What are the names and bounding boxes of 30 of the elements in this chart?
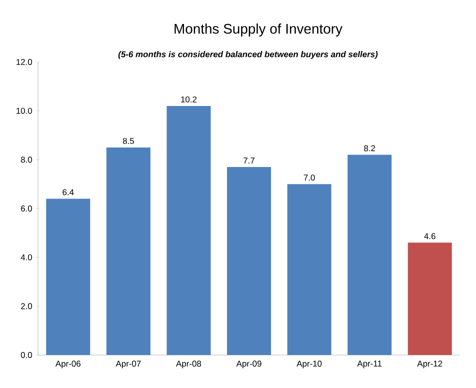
chart-title: Months Supply of Inventory [174,23,342,36]
data-label: 10.2 [181,96,197,102]
y-tick-label: 0.0 [20,352,32,358]
chart-subtitle: (5-6 months is considered balanced between buyers and sellers) [118,51,378,59]
data-label: 8.5 [122,138,134,144]
y-tick-label: 12.0 [16,59,32,65]
bar [348,154,392,355]
x-tick-label: Apr-11 [357,360,382,368]
x-tick-label: Apr-07 [116,360,141,368]
y-tick-label: 8.0 [20,156,32,163]
bar [227,166,272,355]
bar [106,147,150,355]
y-tick-label: 4.0 [20,254,32,260]
data-label: 7.7 [244,158,254,164]
x-tick-label: Apr-10 [296,360,322,368]
data-label: 6.4 [62,189,74,196]
y-tick-label: 6.0 [21,206,32,212]
bar [166,106,211,355]
y-tick-label: 10.0 [16,108,32,114]
data-label: 8.2 [364,145,376,152]
bar [46,198,90,355]
x-tick-label: Apr-08 [176,360,202,368]
y-tick-label: 2.0 [21,303,32,310]
data-label: 4.6 [424,233,436,240]
bar [287,184,332,355]
x-tick-label: Apr-09 [236,360,262,368]
bar [408,242,452,355]
x-tick-label: Apr-12 [417,360,442,368]
data-label: 7.0 [304,174,315,181]
x-tick-label: Apr-06 [55,360,80,368]
